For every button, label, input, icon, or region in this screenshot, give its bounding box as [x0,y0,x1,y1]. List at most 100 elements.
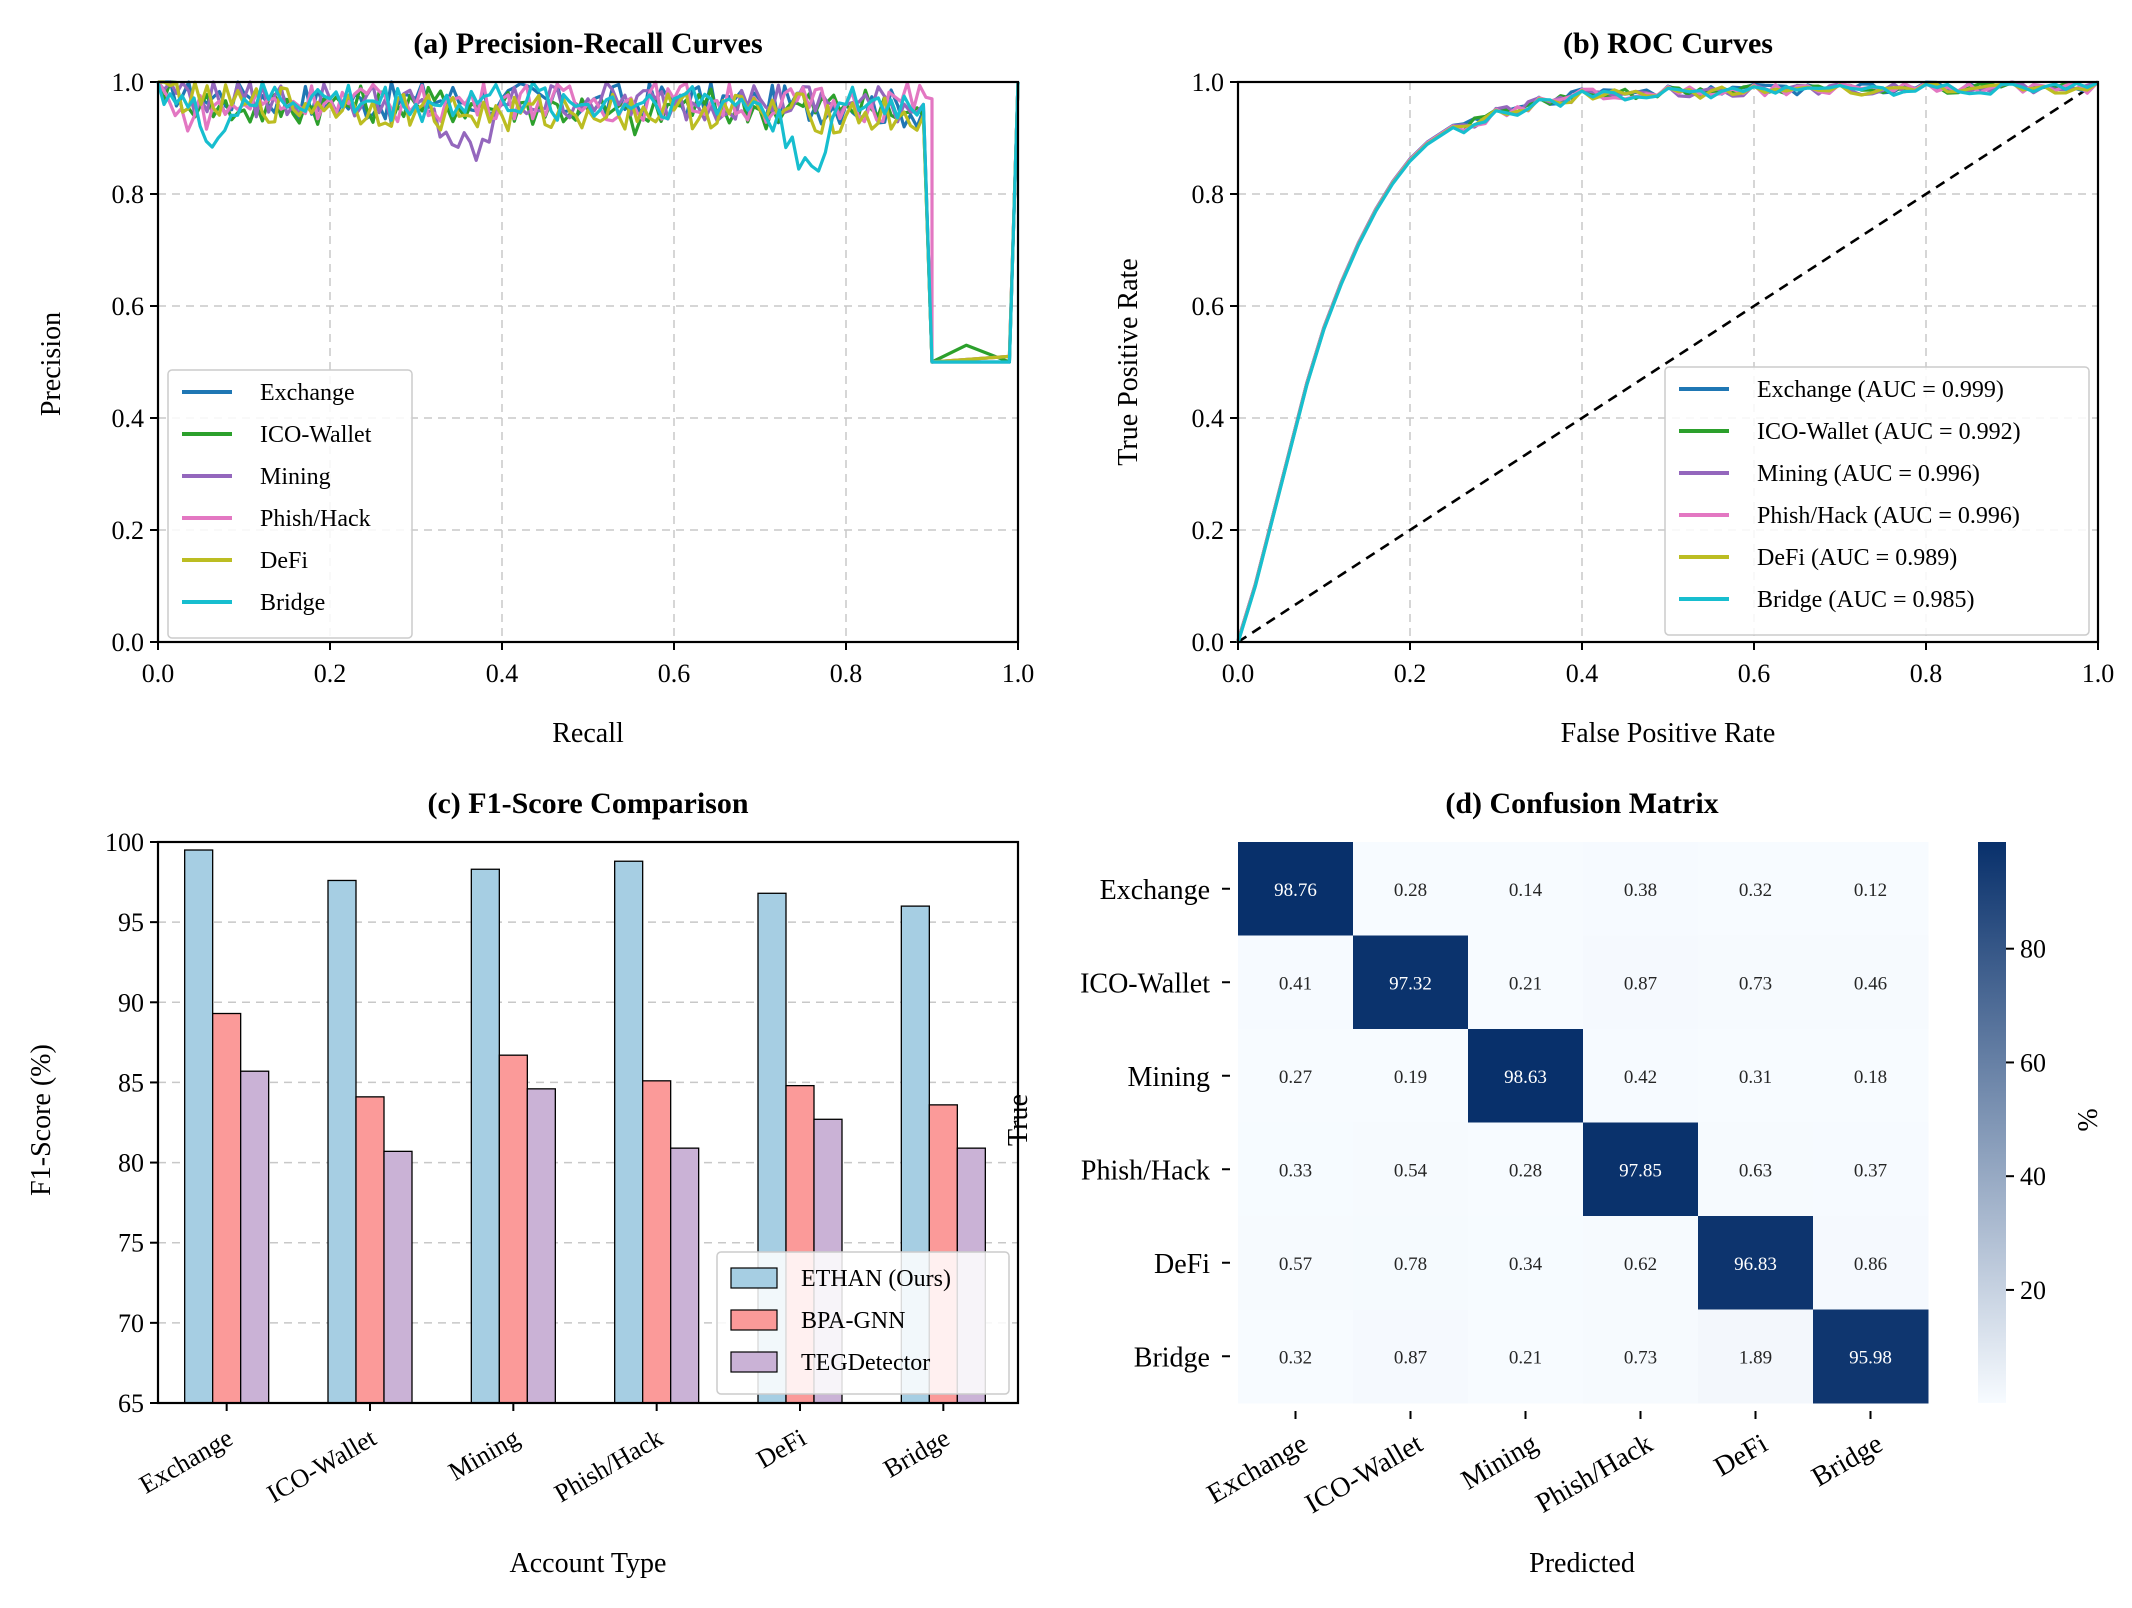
cm-cell [1468,1216,1584,1310]
cm-cell [1468,1029,1584,1123]
cm-cell-value: 0.42 [1624,1067,1657,1088]
roc-xtick-label: 0.2 [1394,659,1427,688]
f1-ytick-label: 100 [105,828,144,857]
cm-cell-value: 0.87 [1394,1347,1427,1368]
cm-cell-value: 0.78 [1394,1254,1427,1275]
cm-cell-value: 0.63 [1739,1160,1772,1181]
cm-ytick-label: DeFi [1154,1249,1210,1280]
f1-title: (c) F1-Score Comparison [427,787,748,820]
cm-cell-value: 0.46 [1854,973,1887,994]
roc-legend-label: DeFi (AUC = 0.989) [1757,545,1957,571]
f1-bar [355,1096,385,1404]
cm-cell-value: 0.34 [1509,1254,1543,1275]
cm-cell-value: 0.37 [1854,1160,1887,1181]
pr-xlabel: Recall [552,718,624,749]
cm-cell-value: 0.62 [1624,1254,1657,1275]
cm-cell [1238,1309,1354,1404]
cm-title: (d) Confusion Matrix [1445,787,1718,820]
roc-xtick-label: 0.6 [1738,659,1771,688]
cm-cell [1583,842,1699,936]
roc-xtick-label: 0.0 [1222,659,1255,688]
f1-legend-label: ETHAN (Ours) [801,1266,951,1292]
roc-title: (b) ROC Curves [1563,27,1773,60]
cm-cell [1238,842,1354,936]
cm-ytick-label: Bridge [1134,1342,1210,1373]
f1-legend-swatch [730,1351,778,1373]
pr-xtick-label: 0.0 [142,659,175,688]
cm-cell-value: 98.63 [1504,1067,1547,1088]
cm-cell-value: 0.21 [1509,973,1542,994]
f1-bar [212,1012,242,1404]
cm-cell-value: 0.32 [1739,880,1772,901]
f1-bar [184,849,214,1404]
cm-cell-value: 1.89 [1739,1347,1772,1368]
roc-xtick-label: 0.8 [1910,659,1943,688]
roc-ylabel: True Positive Rate [1113,258,1144,465]
pr-ytick-label: 0.2 [112,516,145,545]
pr-ytick-label: 0.6 [112,292,145,321]
pr-legend-label: Exchange [260,380,355,406]
cm-cell-value: 0.33 [1279,1160,1312,1181]
roc-legend-box [1664,366,2090,636]
cm-cell [1238,1122,1354,1217]
cm-cell-value: 0.27 [1279,1067,1312,1088]
f1-legend-swatch [730,1267,778,1289]
cm-colorbar-label: % [2073,1108,2104,1131]
cm-cell-value: 0.28 [1509,1160,1542,1181]
cm-cell-value: 0.87 [1624,973,1657,994]
roc-legend-label: ICO-Wallet (AUC = 0.992) [1757,419,2021,445]
cm-cell-value: 0.73 [1739,973,1772,994]
pr-legend-label: Mining [260,464,331,490]
f1-legend-swatch [730,1309,778,1331]
cm-cell [1583,935,1699,1030]
f1-bar [470,868,500,1404]
cm-cell [1813,1216,1929,1310]
cm-cell [1353,1216,1469,1310]
roc-xlabel: False Positive Rate [1561,718,1776,749]
pr-xtick-label: 0.6 [658,659,691,688]
cm-ytick-label: ICO-Wallet [1080,968,1210,999]
cm-cell [1353,1309,1469,1404]
cm-colorbar-tick-label: 40 [2020,1162,2046,1191]
roc-legend-label: Exchange (AUC = 0.999) [1757,377,2004,403]
cm-cell [1813,1309,1929,1404]
cm-cell [1698,935,1814,1030]
f1-ytick-label: 85 [118,1068,144,1097]
pr-legend-box [167,369,413,639]
pr-legend-label: Bridge [260,590,325,616]
roc-ytick-label: 0.2 [1192,516,1225,545]
pr-xtick-label: 0.2 [314,659,347,688]
f1-ytick-label: 75 [118,1229,144,1258]
f1-bar [327,879,357,1404]
f1-xlabel: Account Type [510,1548,667,1579]
cm-ytick-label: Exchange [1100,875,1210,906]
f1-ytick-label: 90 [118,988,144,1017]
cm-cell-value: 0.19 [1394,1067,1427,1088]
cm-ytick-label: Phish/Hack [1081,1155,1210,1186]
pr-xtick-label: 0.4 [486,659,519,688]
pr-ytick-label: 0.8 [112,180,145,209]
cm-cell [1813,935,1929,1030]
pr-series-line [156,80,1020,364]
cm-colorbar [1978,842,2006,1403]
cm-cell [1353,935,1469,1030]
pr-ytick-label: 0.0 [112,628,145,657]
pr-series-line [158,80,1020,364]
roc-series-line [1236,81,2099,644]
f1-legend-label: TEGDetector [801,1350,930,1376]
pr-xtick-label: 1.0 [1002,659,1035,688]
f1-bar [670,1147,700,1404]
cm-cell [1698,1216,1814,1310]
roc-ytick-label: 0.0 [1192,628,1225,657]
cm-xlabel: Predicted [1529,1548,1635,1579]
cm-cell [1698,842,1814,936]
cm-cell [1583,1309,1699,1404]
cm-cell [1353,1029,1469,1123]
cm-cell-value: 96.83 [1734,1254,1777,1275]
cm-cell-value: 0.31 [1739,1067,1772,1088]
cm-plot: 98.76 0.28 0.14 0.38 0.32 0.12 0.41 97.32 0.21 0.… [1080,842,2046,1520]
f1-legend-box [716,1251,1010,1395]
roc-ytick-label: 0.4 [1192,404,1225,433]
cm-cell-value: 0.21 [1509,1347,1542,1368]
